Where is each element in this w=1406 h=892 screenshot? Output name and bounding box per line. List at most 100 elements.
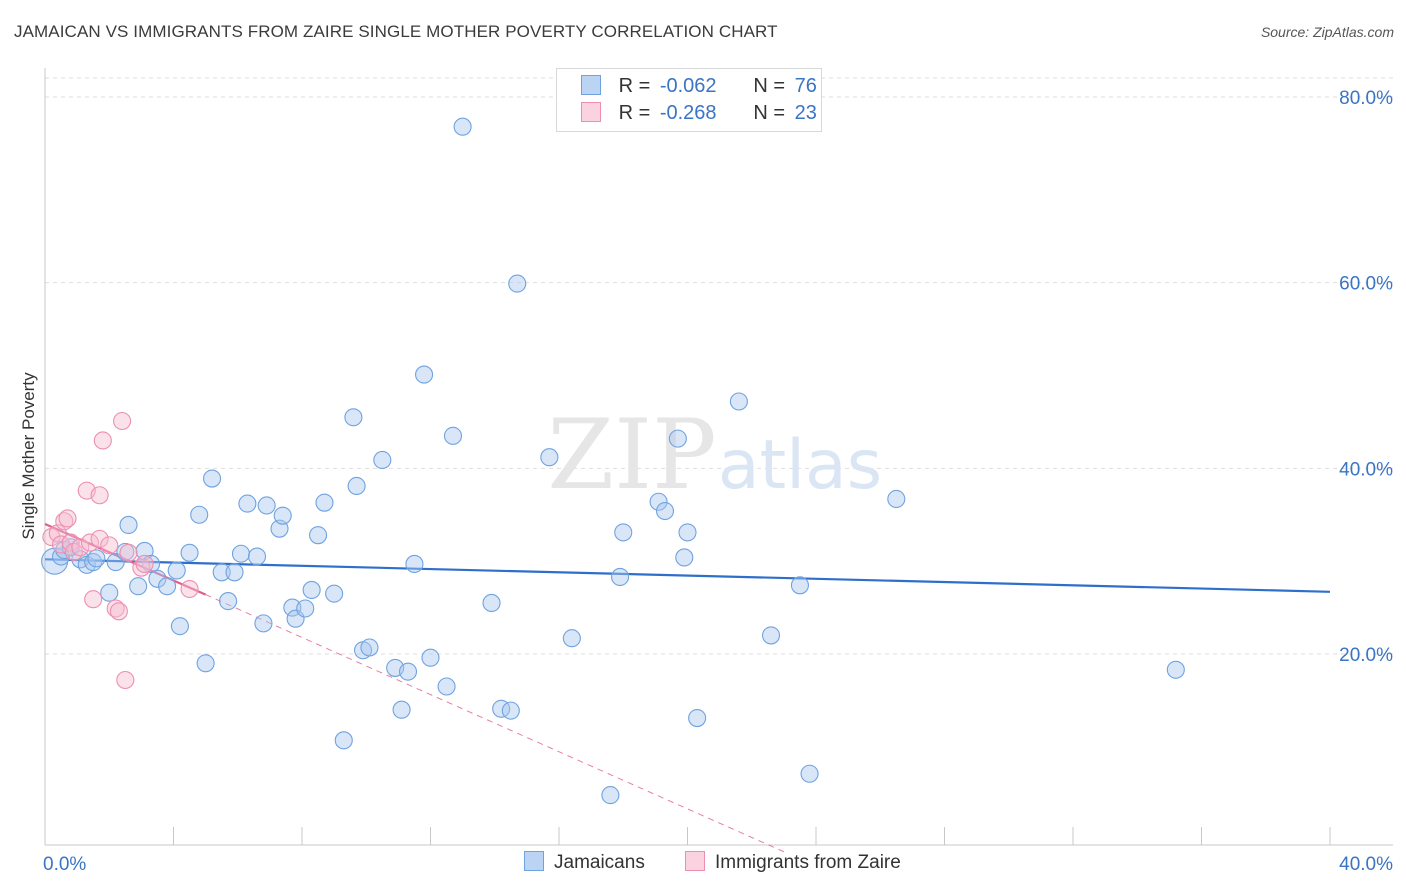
zaire-trend-line [44,523,207,596]
x-tick-label: 0.0% [43,854,86,875]
jamaicans-point [508,274,527,293]
zaire-point [84,590,103,609]
jamaicans-point [453,117,472,136]
legend-r-value: -0.268 [659,102,717,124]
legend-swatch-blue [581,75,601,95]
jamaicans-point [219,592,238,611]
y-tick-label: 40.0% [1339,459,1393,480]
jamaicans-point [729,392,748,411]
jamaicans-point [87,549,106,568]
jamaicans-point [344,408,363,427]
jamaicans-point [167,561,186,580]
jamaicans-point [614,523,633,542]
jamaicans-point [675,548,694,567]
bottom-legend-jamaicans: Jamaicans [524,851,645,874]
legend-row-zaire: R = -0.268 N = 23 [581,102,817,128]
x-tick-label: 40.0% [1339,854,1393,875]
jamaicans-point [119,515,138,535]
x-tick-labels: 0.0% 40.0% [43,854,1393,875]
jamaicans-point [212,563,231,582]
jamaicans-point [421,648,440,667]
zaire-point [58,509,77,528]
jamaicans-point [887,489,906,509]
jamaicans-point [302,580,321,599]
jamaicans-point [1166,660,1185,679]
jamaicans-point [180,543,199,562]
jamaicans-point [203,469,222,488]
legend-r-label: R = [618,102,651,124]
jamaicans-point [325,584,344,603]
jamaicans-point [443,426,463,445]
jamaicans-point [655,501,675,521]
legend-swatch-pink [581,102,601,122]
jamaicans-point [610,567,630,586]
zaire-point [93,431,112,450]
jamaicans-point [373,450,392,470]
legend-row-jamaicans: R = -0.062 N = 76 [581,75,817,101]
jamaicans-point [158,577,177,596]
jamaicans-point [309,526,328,545]
jamaicans-point [392,700,411,719]
zaire-point [109,602,128,621]
jamaicans-points [41,117,1185,805]
jamaicans-point [360,638,379,657]
zaire-point [119,543,138,562]
jamaicans-point [225,563,244,582]
jamaicans-point [790,576,809,595]
jamaicans-point [688,709,707,728]
y-tick-label: 80.0% [1339,88,1393,109]
correlation-legend: R = -0.062 N = 76 R = -0.268 N = 23 [556,68,822,132]
legend-n-label: N = [753,102,786,124]
zaire-point [90,486,109,505]
legend-n-value: 76 [794,75,817,97]
bottom-legend-swatch-blue [524,851,544,871]
jamaicans-point [540,448,559,467]
zaire-point [113,411,132,431]
jamaicans-point [501,701,520,720]
jamaicans-point [257,496,276,515]
bottom-legend-swatch-pink [685,851,705,871]
y-tick-label: 20.0% [1339,645,1393,666]
jamaicans-point [668,429,687,448]
y-axis-label: Single Mother Poverty [19,372,38,540]
legend-n-value: 23 [794,102,817,124]
legend-r-label: R = [618,75,651,97]
zaire-point [116,670,135,690]
jamaicans-point [761,626,781,645]
y-tick-labels: 20.0% 40.0% 60.0% 80.0% [1339,88,1393,666]
watermark-zip: ZIP [547,399,716,511]
jamaicans-point [190,505,209,524]
jamaicans-point [148,569,167,588]
legend-n-label: N = [753,75,786,97]
jamaicans-point [347,476,366,496]
zaire-points [42,411,199,690]
zaire-point [180,579,199,599]
jamaicans-point [398,662,418,681]
legend-r-value: -0.062 [659,75,717,97]
zaire-point [55,512,74,531]
jamaicans-point [601,786,620,805]
grid-lines [45,77,1393,655]
zaire-point [90,529,109,548]
zaire-point [71,538,90,557]
zaire-point [135,554,154,574]
jamaicans-point [482,593,501,612]
watermark-atlas: atlas [718,426,882,505]
zaire-point [106,599,125,618]
zaire-point [80,533,100,552]
axes [44,68,1393,846]
jamaicans-point [238,494,257,513]
bottom-legend-zaire: Immigrants from Zaire [685,851,901,874]
jamaicans-point [437,677,456,696]
bottom-legend-label-zaire: Immigrants from Zaire [715,852,901,873]
jamaicans-point [334,731,353,750]
chart-title: JAMAICAN VS IMMIGRANTS FROM ZAIRE SINGLE… [14,22,778,41]
source-credit: Source: ZipAtlas.com [1260,24,1394,40]
jamaicans-point [273,506,292,525]
jamaicans-point [254,614,273,633]
jamaicans-point [283,598,302,617]
bottom-legend-label-jamaicans: Jamaicans [554,852,645,873]
jamaicans-point [562,629,581,648]
watermark: ZIP atlas [547,399,882,511]
